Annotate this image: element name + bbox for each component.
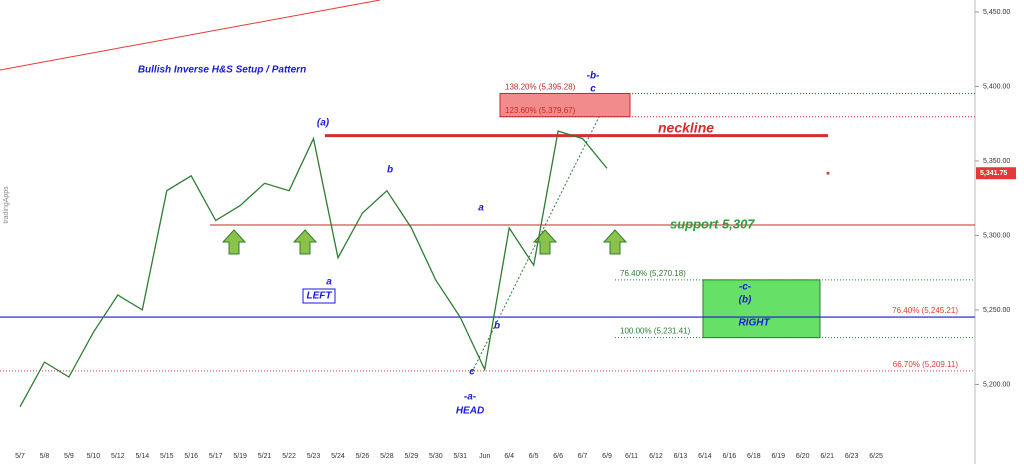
x-tick-label: 6/4 (504, 453, 514, 460)
up-arrow (602, 229, 628, 255)
wave-label: c (590, 84, 596, 95)
x-tick-label: 5/7 (15, 453, 25, 460)
price-line (19, 130, 608, 408)
right-shoulder-box (702, 279, 821, 339)
support-label: support 5,307 (670, 216, 755, 231)
trend-line (0, 0, 381, 71)
level-label: 138.20% (5,395.28) (505, 83, 576, 92)
x-tick-label: 5/21 (258, 453, 272, 460)
watermark: tradingApps (3, 186, 10, 224)
wave-label: a (326, 277, 332, 288)
wave-label: -c- (739, 282, 752, 293)
y-tick-label: 5,400.00 (983, 83, 1010, 90)
wave-label: (b) (739, 295, 752, 306)
pattern-label: RIGHT (738, 318, 770, 329)
x-tick-label: 6/16 (723, 453, 737, 460)
wave-label: -b- (587, 71, 600, 82)
last-price-dot (826, 171, 830, 175)
y-tick-label: 5,200.00 (983, 381, 1010, 388)
x-tick-label: 6/20 (796, 453, 810, 460)
x-tick-label: 5/14 (135, 453, 149, 460)
x-tick-label: 5/17 (209, 453, 223, 460)
target-box (499, 92, 631, 118)
x-tick-label: 6/13 (674, 453, 688, 460)
chart-title: Bullish Inverse H&S Setup / Pattern (138, 65, 306, 76)
x-tick-label: 5/28 (380, 453, 394, 460)
wave-label: HEAD (456, 406, 484, 417)
x-tick-label: 5/15 (160, 453, 174, 460)
y-tick-label: 5,300.00 (983, 232, 1010, 239)
pattern-label: LEFT (307, 291, 333, 302)
x-tick-label: 5/12 (111, 453, 125, 460)
label-box (302, 288, 336, 304)
x-tick-label: 5/10 (87, 453, 101, 460)
level-label: 123.60% (5,379.67) (505, 106, 576, 115)
x-tick-label: 6/6 (553, 453, 563, 460)
x-tick-label: 5/9 (64, 453, 74, 460)
x-tick-label: 6/23 (845, 453, 859, 460)
arrows (221, 229, 628, 255)
x-tick-label: 5/24 (331, 453, 345, 460)
x-tick-label: 5/31 (453, 453, 467, 460)
level-label: 66.70% (5,209.11) (893, 360, 959, 369)
x-tick-label: 5/22 (282, 453, 296, 460)
x-tick-label: 5/8 (40, 453, 50, 460)
x-tick-label: 6/19 (771, 453, 785, 460)
wave-label: -a- (464, 392, 477, 403)
y-tick-label: 5,450.00 (983, 9, 1010, 16)
wave-label: a (478, 203, 484, 214)
level-label: 76.40% (5,245.21) (892, 306, 958, 315)
level-label: 100.00% (5,231.41) (620, 327, 691, 336)
x-tick-label: 6/14 (698, 453, 712, 460)
last-price-tag (976, 167, 1016, 180)
x-tick-label: 6/18 (747, 453, 761, 460)
wave-label: b (387, 165, 393, 176)
x-tick-label: 6/9 (602, 453, 612, 460)
x-tick-label: 6/12 (649, 453, 663, 460)
x-tick-label: Jun (479, 453, 490, 460)
x-tick-label: 5/19 (233, 453, 247, 460)
x-tick-label: 6/7 (578, 453, 588, 460)
up-arrow (292, 229, 318, 255)
level-label: 76.40% (5,270.18) (620, 269, 686, 278)
x-tick-label: 6/5 (529, 453, 539, 460)
x-tick-label: 5/26 (356, 453, 370, 460)
last-price-label: 5,341.75 (980, 170, 1007, 177)
x-tick-label: 5/30 (429, 453, 443, 460)
wave-label: b (494, 321, 500, 332)
y-tick-label: 5,350.00 (983, 158, 1010, 165)
neckline-label: neckline (658, 119, 714, 135)
wave-label: (a) (317, 118, 330, 129)
y-tick-label: 5,250.00 (983, 307, 1010, 314)
x-tick-label: 5/16 (184, 453, 198, 460)
x-tick-label: 6/11 (625, 453, 638, 460)
x-tick-label: 6/25 (869, 453, 883, 460)
x-tick-label: 6/21 (820, 453, 834, 460)
wave-label: c (469, 367, 475, 378)
x-tick-label: 5/23 (307, 453, 321, 460)
up-arrow (221, 229, 247, 255)
x-tick-label: 5/29 (405, 453, 419, 460)
